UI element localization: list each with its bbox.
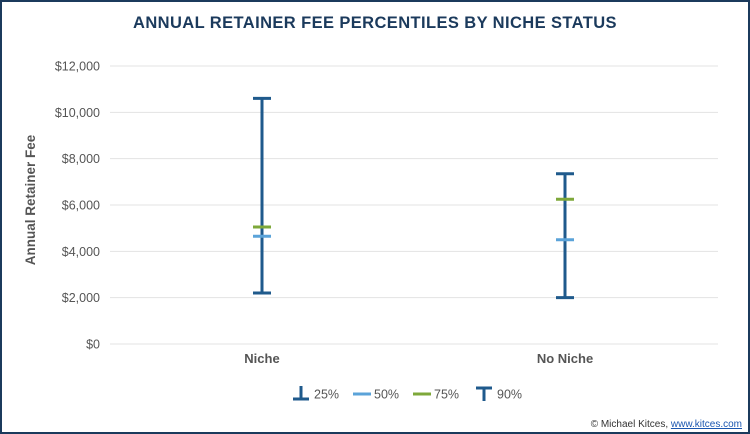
x-axis-categories: Niche No Niche <box>244 351 593 366</box>
credit-link[interactable]: www.kitces.com <box>670 419 742 430</box>
gridlines <box>110 65 718 345</box>
legend-label: 25% <box>314 388 339 402</box>
y-tick-label: $6,000 <box>62 199 100 213</box>
legend-label: 75% <box>434 388 459 402</box>
y-tick-label: $8,000 <box>62 152 100 166</box>
x-category-label: Niche <box>244 351 279 366</box>
range-marks <box>253 96 574 300</box>
y-tick-label: $4,000 <box>62 245 100 259</box>
legend: 25% 50% 75% 90% <box>293 386 522 402</box>
y-tick-label: $0 <box>86 338 100 352</box>
y-axis-ticks: $0 $2,000 $4,000 $6,000 $8,000 $10,000 $12,000 <box>55 60 100 352</box>
y-axis-label: Annual Retainer Fee <box>23 134 38 265</box>
x-category-label: No Niche <box>537 351 593 366</box>
y-tick-label: $10,000 <box>55 106 100 120</box>
chart-title: ANNUAL RETAINER FEE PERCENTILES BY NICHE… <box>133 14 617 32</box>
y-tick-label: $2,000 <box>62 291 100 305</box>
credit-text: © Michael Kitces, www.kitces.com <box>591 419 742 430</box>
credit-prefix: © Michael Kitces, <box>591 419 671 430</box>
y-tick-label: $12,000 <box>55 60 100 74</box>
legend-label: 90% <box>497 388 522 402</box>
legend-label: 50% <box>374 388 399 402</box>
